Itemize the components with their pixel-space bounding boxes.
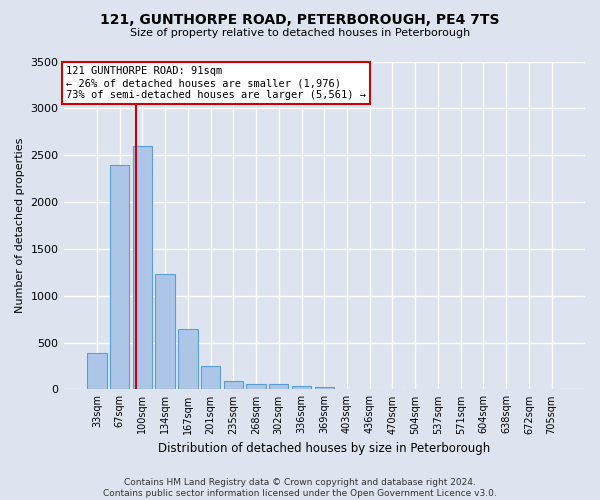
Bar bbox=[224, 381, 243, 390]
Text: 121, GUNTHORPE ROAD, PETERBOROUGH, PE4 7TS: 121, GUNTHORPE ROAD, PETERBOROUGH, PE4 7… bbox=[100, 12, 500, 26]
Text: Contains HM Land Registry data © Crown copyright and database right 2024.
Contai: Contains HM Land Registry data © Crown c… bbox=[103, 478, 497, 498]
X-axis label: Distribution of detached houses by size in Peterborough: Distribution of detached houses by size … bbox=[158, 442, 490, 455]
Y-axis label: Number of detached properties: Number of detached properties bbox=[15, 138, 25, 313]
Bar bbox=[269, 384, 289, 390]
Text: Size of property relative to detached houses in Peterborough: Size of property relative to detached ho… bbox=[130, 28, 470, 38]
Bar bbox=[247, 384, 266, 390]
Text: 121 GUNTHORPE ROAD: 91sqm
← 26% of detached houses are smaller (1,976)
73% of se: 121 GUNTHORPE ROAD: 91sqm ← 26% of detac… bbox=[66, 66, 366, 100]
Bar bbox=[178, 330, 197, 390]
Bar bbox=[201, 366, 220, 390]
Bar bbox=[110, 164, 130, 390]
Bar bbox=[314, 386, 334, 390]
Bar bbox=[133, 146, 152, 390]
Bar bbox=[155, 274, 175, 390]
Bar bbox=[87, 353, 107, 390]
Bar bbox=[292, 386, 311, 390]
